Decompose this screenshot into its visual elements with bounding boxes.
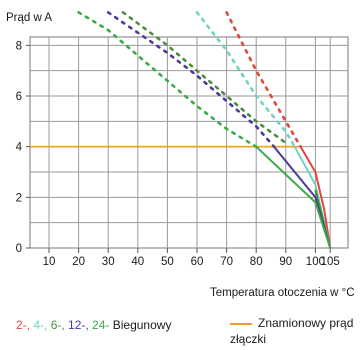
x-tick-label: 100 bbox=[306, 256, 325, 268]
plot-frame bbox=[29, 36, 349, 249]
y-tick-label: 4 bbox=[16, 142, 23, 154]
series-legend: 2-, 4-, 6-, 12-, 24- Biegunowy bbox=[16, 318, 171, 332]
series-line-solid-24 bbox=[255, 145, 332, 249]
series-layer bbox=[30, 11, 332, 249]
x-tick-label: 90 bbox=[279, 256, 292, 268]
rated-current-swatch bbox=[230, 322, 252, 325]
grid bbox=[29, 36, 349, 249]
x-tick-label: 80 bbox=[250, 256, 263, 268]
legend-item-12: 12-, bbox=[68, 318, 93, 332]
legend-item-4: 4-, bbox=[33, 318, 51, 332]
legend-item-24: 24- bbox=[92, 318, 113, 332]
series-line-dotted-24 bbox=[77, 11, 258, 148]
legend-suffix: Biegunowy bbox=[112, 318, 172, 332]
x-tick-label: 50 bbox=[161, 256, 174, 268]
x-tick-label: 105 bbox=[321, 256, 340, 268]
y-tick-label: 0 bbox=[16, 243, 22, 255]
series-line-dotted-2 bbox=[225, 11, 302, 148]
x-tick-label: 70 bbox=[220, 256, 233, 268]
x-tick-label: 40 bbox=[131, 256, 144, 268]
rated-current-label: Znamionowy prąd złączki bbox=[230, 316, 354, 346]
series-line-dotted-12 bbox=[106, 11, 276, 148]
x-axis-label: Temperatura otoczenia w °C bbox=[210, 287, 355, 299]
x-tick-label: 60 bbox=[191, 256, 204, 268]
series-line-solid-2 bbox=[299, 146, 332, 249]
rated-current-legend: Znamionowy prąd złączki bbox=[230, 315, 362, 347]
series-line-dotted-6 bbox=[121, 11, 288, 145]
x-tick-label: 10 bbox=[43, 256, 56, 268]
legend-item-6: 6-, bbox=[50, 318, 69, 332]
x-tick-label: 20 bbox=[72, 256, 85, 268]
legend-item-2: 2-, bbox=[16, 318, 34, 332]
y-tick-label: 2 bbox=[16, 192, 22, 204]
y-tick-label: 8 bbox=[16, 40, 22, 52]
y-tick-label: 6 bbox=[16, 91, 22, 103]
x-tick-label: 30 bbox=[102, 256, 115, 268]
y-axis-label: Prąd w A bbox=[6, 12, 52, 24]
series-line-dotted-4 bbox=[195, 11, 296, 148]
